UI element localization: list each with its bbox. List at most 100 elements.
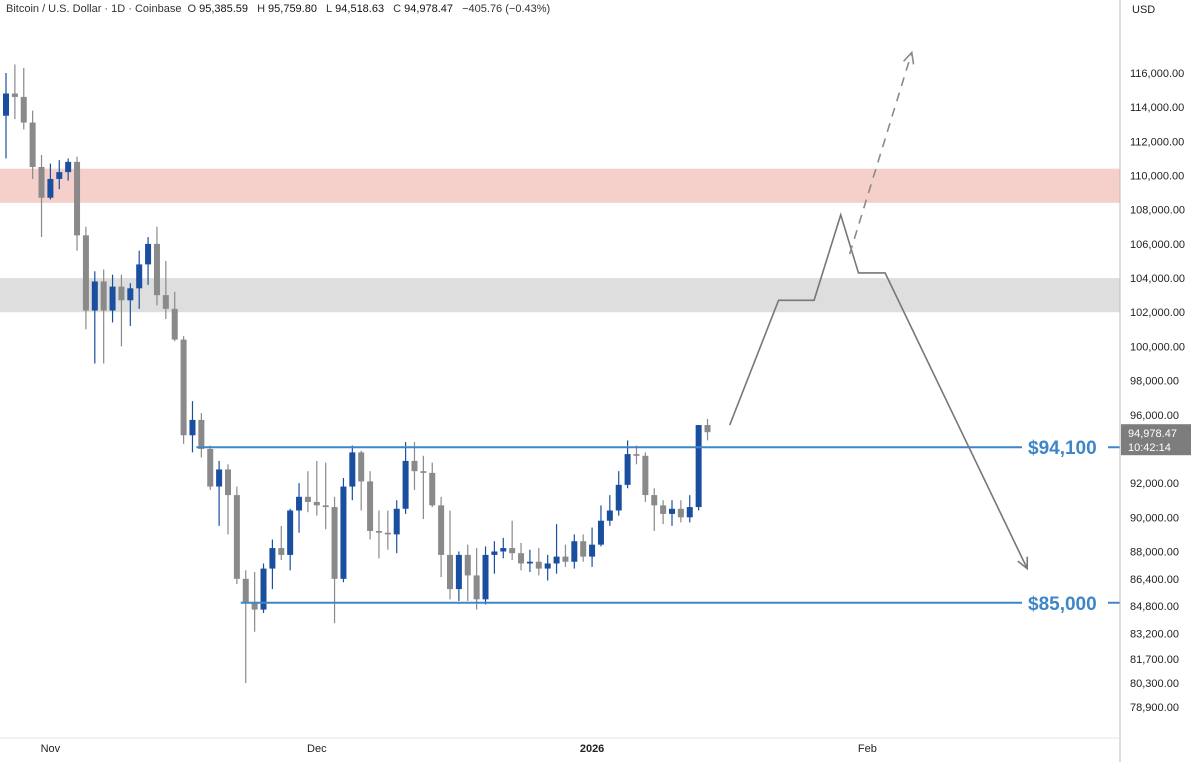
price-unit-label[interactable]: USD bbox=[1132, 4, 1156, 16]
candle-body bbox=[20, 96, 27, 123]
candle-body bbox=[455, 554, 462, 590]
candle-body bbox=[633, 454, 640, 456]
candle-body bbox=[233, 495, 240, 579]
candle bbox=[331, 496, 338, 624]
candle-body bbox=[642, 455, 649, 496]
candle-body bbox=[660, 505, 667, 514]
candle bbox=[420, 455, 427, 520]
candle bbox=[526, 549, 533, 572]
projection-path bbox=[728, 212, 1028, 569]
y-tick-label: 80,300.00 bbox=[1130, 678, 1179, 690]
candle-body bbox=[464, 554, 471, 576]
candle bbox=[615, 471, 622, 516]
symbol-label: Bitcoin / U.S. Dollar · 1D · Coinbase bbox=[6, 3, 182, 15]
level-label: $94,100 bbox=[1028, 438, 1097, 459]
candle bbox=[118, 274, 125, 347]
candle-body bbox=[127, 288, 134, 301]
y-tick-label: 112,000.00 bbox=[1130, 136, 1184, 148]
price-axis: 116,000.00 114,000.00 112,000.00 110,000.00… bbox=[1130, 68, 1185, 714]
candle-body bbox=[287, 510, 294, 555]
candle-body bbox=[420, 471, 427, 473]
candle bbox=[606, 495, 613, 526]
candle bbox=[145, 237, 152, 285]
candle bbox=[491, 541, 498, 574]
last-price-value: 94,978.47 bbox=[1128, 428, 1177, 440]
candle-body bbox=[180, 339, 187, 436]
zones-layer bbox=[0, 168, 1120, 313]
candle bbox=[225, 464, 231, 535]
candle-body bbox=[615, 484, 622, 511]
candle bbox=[402, 442, 409, 514]
candle bbox=[438, 496, 445, 578]
y-tick-label: 96,000.00 bbox=[1130, 410, 1179, 422]
candle bbox=[393, 500, 400, 554]
candle bbox=[100, 269, 107, 364]
candle-body bbox=[473, 575, 480, 600]
candle bbox=[269, 539, 276, 590]
candle-body bbox=[367, 481, 374, 531]
candle-body bbox=[304, 496, 311, 502]
candle-body bbox=[38, 166, 45, 198]
low-label: L bbox=[326, 3, 333, 15]
candle bbox=[349, 445, 356, 501]
high-value: 95,759.80 bbox=[268, 3, 317, 15]
countdown-value: 10:42:14 bbox=[1128, 442, 1171, 454]
projection-dashed-arrowhead bbox=[903, 50, 915, 65]
candle-body bbox=[278, 548, 285, 555]
candle bbox=[180, 336, 187, 444]
candle-body bbox=[47, 178, 54, 198]
candle bbox=[375, 510, 382, 559]
close-label: C bbox=[393, 3, 402, 15]
y-tick-label: 102,000.00 bbox=[1130, 307, 1185, 319]
candle bbox=[20, 67, 27, 130]
candle-body bbox=[153, 243, 160, 296]
candle-body bbox=[171, 308, 178, 340]
y-tick-label: 116,000.00 bbox=[1130, 68, 1184, 80]
candle-body bbox=[535, 561, 542, 569]
y-tick-label: 84,800.00 bbox=[1130, 601, 1179, 613]
y-tick-label: 88,000.00 bbox=[1130, 546, 1179, 558]
candle bbox=[56, 160, 63, 190]
levels-layer: $94,100 $85,000 bbox=[196, 438, 1120, 615]
y-tick-label: 83,200.00 bbox=[1130, 629, 1179, 641]
candle bbox=[704, 418, 711, 441]
candle bbox=[473, 548, 480, 610]
candle bbox=[65, 158, 72, 181]
candle-body bbox=[482, 554, 489, 600]
time-axis: Nov Dec 2026 Feb bbox=[41, 743, 877, 755]
candle bbox=[304, 471, 311, 513]
candle bbox=[651, 488, 658, 531]
candle bbox=[633, 445, 640, 465]
candle-body bbox=[393, 508, 400, 535]
candle bbox=[207, 445, 214, 490]
candle bbox=[562, 544, 569, 567]
candle-body bbox=[429, 472, 436, 506]
candle-body bbox=[340, 486, 347, 579]
candle bbox=[535, 548, 542, 576]
candle-body bbox=[100, 281, 107, 311]
candle bbox=[464, 544, 471, 602]
candle bbox=[544, 554, 551, 581]
candle bbox=[597, 505, 604, 547]
candle-body bbox=[349, 452, 356, 487]
candle bbox=[358, 450, 365, 511]
candle bbox=[233, 486, 240, 584]
candle-body bbox=[82, 235, 89, 311]
level-label: $85,000 bbox=[1028, 594, 1097, 615]
candle-body bbox=[251, 602, 258, 610]
candle bbox=[340, 478, 347, 583]
candle bbox=[313, 460, 320, 516]
candle-body bbox=[29, 122, 36, 167]
candle bbox=[153, 226, 160, 306]
candle-body bbox=[500, 548, 507, 552]
last-price-tag-group: 94,978.47 10:42:14 bbox=[1121, 424, 1191, 456]
candle bbox=[296, 483, 303, 533]
candle bbox=[171, 291, 178, 342]
candle bbox=[322, 462, 329, 530]
candle bbox=[580, 534, 587, 562]
candle bbox=[509, 520, 516, 561]
candle bbox=[589, 527, 596, 567]
candle bbox=[624, 440, 631, 489]
